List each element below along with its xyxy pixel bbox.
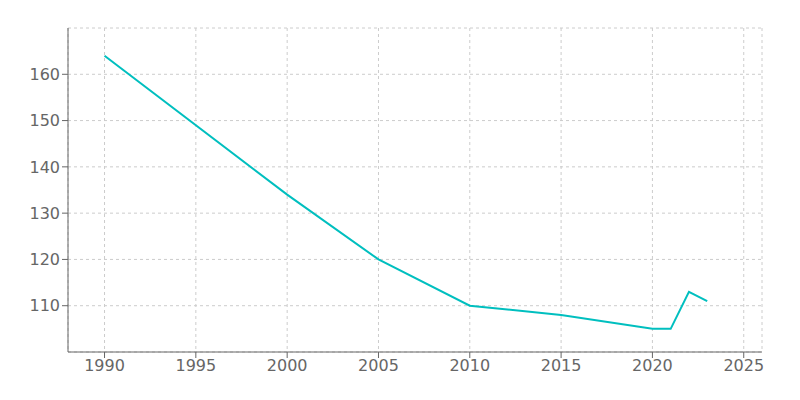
svg-text:120: 120 — [29, 250, 60, 269]
svg-text:2015: 2015 — [541, 356, 582, 375]
svg-text:1995: 1995 — [175, 356, 216, 375]
svg-text:2000: 2000 — [267, 356, 308, 375]
svg-text:2010: 2010 — [449, 356, 490, 375]
svg-text:2005: 2005 — [358, 356, 399, 375]
svg-text:1990: 1990 — [84, 356, 125, 375]
svg-text:2025: 2025 — [723, 356, 764, 375]
svg-text:2020: 2020 — [632, 356, 673, 375]
svg-text:110: 110 — [29, 296, 60, 315]
svg-text:150: 150 — [29, 111, 60, 130]
svg-text:140: 140 — [29, 158, 60, 177]
svg-text:130: 130 — [29, 204, 60, 223]
svg-text:160: 160 — [29, 65, 60, 84]
